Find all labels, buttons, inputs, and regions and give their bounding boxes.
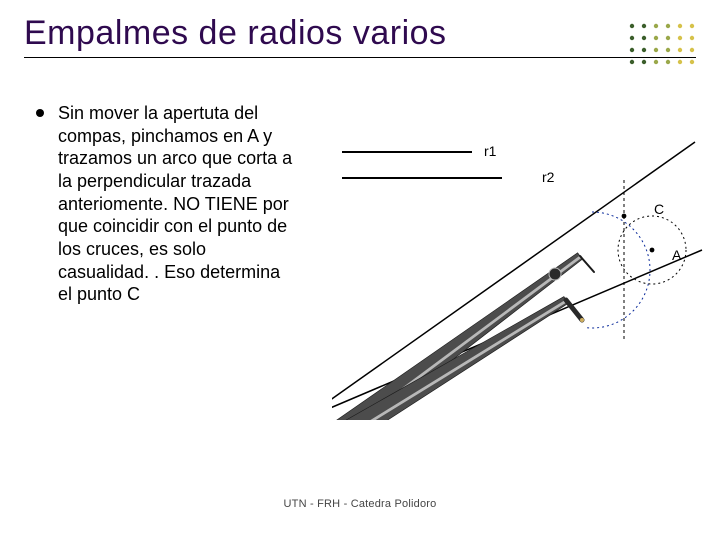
corner-dot-grid <box>626 20 696 68</box>
svg-text:A: A <box>672 247 682 263</box>
svg-text:r1: r1 <box>484 143 497 159</box>
construction-diagram: r1 r2 A C <box>332 120 708 420</box>
slide-footer: UTN - FRH - Catedra Polidoro <box>0 498 720 510</box>
svg-text:C: C <box>654 201 664 217</box>
bullet-dot-icon <box>36 109 44 117</box>
bullet-item: Sin mover la apertuta del compas, pincha… <box>36 102 296 306</box>
svg-text:r2: r2 <box>542 169 555 185</box>
title-underline <box>24 57 696 58</box>
body-text: Sin mover la apertuta del compas, pincha… <box>58 102 296 306</box>
slide-title: Empalmes de radios varios <box>24 14 696 53</box>
